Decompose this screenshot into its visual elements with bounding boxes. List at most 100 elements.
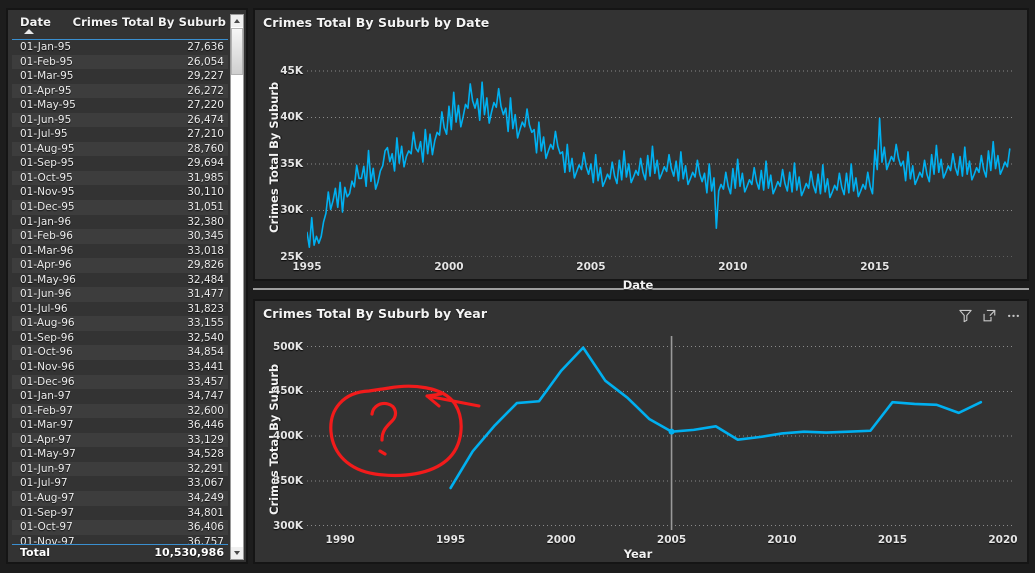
cell-value: 34,801	[187, 506, 224, 519]
table-row[interactable]: 01-Sep-97 34,801	[12, 505, 228, 521]
table-row[interactable]: 01-Jul-97 33,067	[12, 476, 228, 491]
x-axis-tick-label: 1995	[435, 534, 466, 546]
table-row[interactable]: 01-May-97 34,528	[12, 447, 228, 462]
cell-value: 26,272	[187, 84, 224, 97]
cell-date: 01-Sep-97	[20, 506, 75, 519]
table-row[interactable]: 01-May-95 27,220	[12, 98, 228, 113]
x-axis-tick-label: 2015	[860, 261, 890, 273]
y-axis-tick-label: 30K	[280, 204, 303, 217]
column-header-date[interactable]: Date	[20, 15, 52, 29]
y-axis-tick-label: 350K	[272, 474, 303, 487]
table-row[interactable]: 01-Jan-97 34,747	[12, 389, 228, 404]
cell-value: 33,067	[187, 477, 224, 490]
table-row[interactable]: 01-Jun-97 32,291	[12, 461, 228, 477]
crimes-by-date-line-chart-visual[interactable]: Crimes Total By Suburb by Date Crimes To…	[253, 8, 1029, 292]
cell-date: 01-Aug-96	[20, 317, 75, 330]
scroll-down-arrow-icon[interactable]	[231, 547, 243, 559]
table-header-row[interactable]: Date Crimes Total By Suburb	[12, 14, 228, 40]
chart-title-by-year: Crimes Total By Suburb by Year	[263, 306, 488, 321]
cell-date: 01-Oct-96	[20, 346, 73, 359]
cell-value: 34,747	[187, 390, 224, 403]
y-axis-tick-label: 450K	[272, 385, 303, 398]
cell-date: 01-Jun-97	[20, 462, 72, 475]
table-row[interactable]: 01-Nov-95 30,110	[12, 185, 228, 201]
cell-value: 30,345	[187, 230, 224, 243]
cell-value: 30,110	[187, 186, 224, 199]
x-axis-tick-label: 2005	[576, 261, 606, 273]
more-options-icon[interactable]	[1006, 308, 1021, 323]
total-label: Total	[20, 546, 51, 559]
table-row[interactable]: 01-Feb-96 30,345	[12, 229, 228, 244]
x-axis-title-top: Date	[622, 278, 654, 292]
crimes-by-year-line-chart-visual[interactable]: Crimes Total By Suburb by Year	[253, 299, 1029, 564]
table-row[interactable]: 01-Feb-97 32,600	[12, 403, 228, 419]
table-row[interactable]: 01-Jun-96 31,477	[12, 287, 228, 302]
cell-date: 01-Dec-95	[20, 201, 75, 214]
y-axis-tick-label: 400K	[272, 430, 303, 443]
table-row[interactable]: 01-Jul-95 27,210	[12, 127, 228, 142]
table-row[interactable]: 01-Nov-96 33,441	[12, 360, 228, 375]
table-row[interactable]: 01-Aug-95 28,760	[12, 141, 228, 157]
cell-date: 01-Sep-96	[20, 331, 75, 344]
cell-value: 36,446	[187, 419, 224, 432]
table-row[interactable]: 01-Feb-95 26,054	[12, 54, 228, 70]
y-axis-tick-label: 40K	[280, 111, 303, 124]
table-row[interactable]: 01-Apr-95 26,272	[12, 83, 228, 99]
cell-value: 32,540	[187, 331, 224, 344]
plot-area-by-date[interactable]	[307, 57, 1014, 257]
scrollbar-thumb[interactable]	[231, 28, 243, 75]
table-body-region[interactable]: Date Crimes Total By Suburb 01-Jan-95 27,…	[12, 14, 228, 560]
cell-date: 01-Feb-95	[20, 55, 73, 68]
y-axis-tick-label: 500K	[272, 340, 303, 353]
chart-svg	[307, 336, 1014, 530]
cell-date: 01-Jul-95	[20, 128, 68, 141]
plot-area-by-year[interactable]	[307, 336, 1014, 530]
cell-value: 32,484	[187, 273, 224, 286]
table-row[interactable]: 01-Dec-95 31,051	[12, 200, 228, 215]
visual-header-icons[interactable]	[958, 308, 1021, 323]
table-row[interactable]: 01-Oct-95 31,985	[12, 170, 228, 186]
table-row[interactable]: 01-Jan-95 27,636	[12, 40, 228, 55]
cell-value: 36,406	[187, 521, 224, 534]
cell-value: 31,477	[187, 288, 224, 301]
table-row[interactable]: 01-Aug-96 33,155	[12, 316, 228, 331]
table-row[interactable]: 01-Apr-97 33,129	[12, 432, 228, 448]
cell-value: 31,985	[187, 171, 224, 184]
cell-date: 01-Jul-96	[20, 302, 68, 315]
cell-date: 01-Mar-95	[20, 70, 74, 83]
table-row[interactable]: 01-Mar-95 29,227	[12, 69, 228, 84]
cell-value: 29,826	[187, 259, 224, 272]
table-row[interactable]: 01-Mar-96 33,018	[12, 243, 228, 259]
cell-value: 28,760	[187, 142, 224, 155]
table-row[interactable]: 01-Mar-97 36,446	[12, 418, 228, 433]
scroll-up-arrow-icon[interactable]	[231, 15, 243, 27]
table-row[interactable]: 01-Oct-96 34,854	[12, 345, 228, 361]
cell-date: 01-Aug-97	[20, 491, 75, 504]
table-row[interactable]: 01-Dec-96 33,457	[12, 374, 228, 390]
table-total-row: Total 10,530,986	[12, 544, 228, 560]
table-row[interactable]: 01-May-96 32,484	[12, 272, 228, 288]
focus-mode-icon[interactable]	[982, 308, 997, 323]
cell-value: 29,694	[187, 157, 224, 170]
cell-date: 01-Feb-96	[20, 230, 73, 243]
table-row[interactable]: 01-Apr-96 29,826	[12, 258, 228, 273]
crimes-table-visual[interactable]: Date Crimes Total By Suburb 01-Jan-95 27,…	[6, 8, 248, 564]
table-row[interactable]: 01-Jun-95 26,474	[12, 112, 228, 128]
cell-value: 32,380	[187, 215, 224, 228]
filter-icon[interactable]	[958, 308, 973, 323]
table-row[interactable]: 01-Jan-96 32,380	[12, 214, 228, 230]
table-row[interactable]: 01-Oct-97 36,406	[12, 520, 228, 535]
table-rows-container[interactable]: 01-Jan-95 27,636 01-Feb-95 26,054 01-Mar-95 2…	[12, 40, 228, 550]
table-row[interactable]: 01-Sep-96 32,540	[12, 330, 228, 346]
cell-value: 32,291	[187, 462, 224, 475]
table-row[interactable]: 01-Sep-95 29,694	[12, 156, 228, 171]
cell-value: 33,155	[187, 317, 224, 330]
sort-ascending-icon[interactable]	[24, 29, 34, 34]
x-axis-tick-label: 2000	[434, 261, 464, 273]
column-header-crimes-total[interactable]: Crimes Total By Suburb	[72, 15, 226, 29]
table-row[interactable]: 01-Aug-97 34,249	[12, 490, 228, 506]
table-row[interactable]: 01-Jul-96 31,823	[12, 301, 228, 317]
table-vertical-scrollbar[interactable]	[230, 14, 244, 560]
cell-date: 01-Aug-95	[20, 142, 75, 155]
cell-value: 26,474	[187, 113, 224, 126]
